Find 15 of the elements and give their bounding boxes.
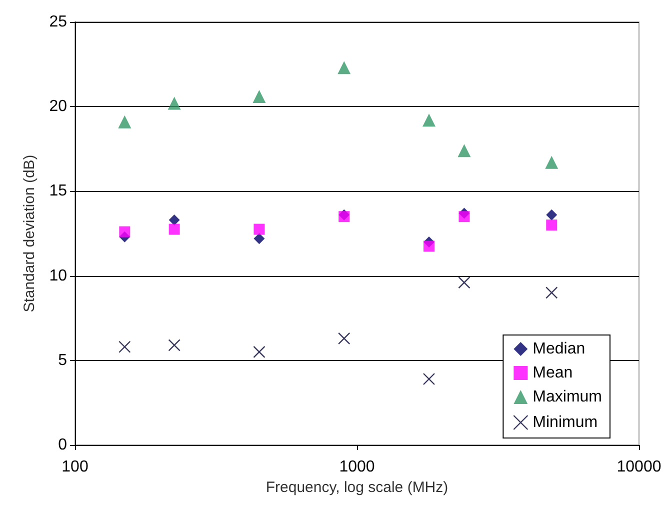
- y-tick-label: 5: [58, 352, 68, 369]
- y-tick-label: 10: [49, 267, 68, 284]
- legend-label: Mean: [532, 364, 573, 382]
- y-tick-label: 15: [49, 182, 68, 200]
- legend-label: Median: [532, 340, 586, 358]
- x-axis-title: Frequency, log scale (MHz): [266, 478, 448, 496]
- x-tick-label: 10000: [616, 458, 662, 476]
- x-tick-label: 100: [62, 458, 88, 476]
- y-axis-title: Standard deviation (dB): [21, 154, 38, 312]
- y-tick-label: 20: [49, 98, 68, 116]
- y-tick-label: 0: [58, 436, 68, 454]
- legend-label: Minimum: [532, 414, 598, 431]
- x-tick-label: 1000: [339, 458, 375, 476]
- y-tick-label: 25: [49, 14, 68, 30]
- legend-label: Maximum: [532, 388, 602, 406]
